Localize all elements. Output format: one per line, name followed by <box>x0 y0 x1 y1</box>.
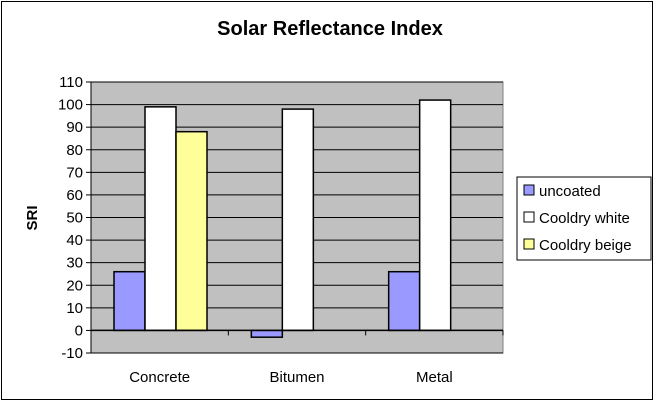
x-category-label: Concrete <box>129 369 190 386</box>
y-tick-label: 100 <box>58 97 83 114</box>
bar-cooldry-white-bitumen <box>281 108 315 332</box>
legend-swatch <box>523 211 535 223</box>
bar-uncoated-concrete <box>113 270 146 332</box>
legend-box <box>516 176 652 261</box>
y-tick-label: 0 <box>75 322 83 339</box>
legend-label: Cooldry beige <box>539 237 632 254</box>
bar-cooldry-white-concrete <box>144 106 177 332</box>
x-category-label: Metal <box>416 369 453 386</box>
bar-uncoated-bitumen <box>250 329 284 338</box>
y-tick-label: 110 <box>59 74 83 91</box>
legend-swatch <box>523 238 535 250</box>
bar-cooldry-beige-concrete <box>175 130 208 332</box>
y-tick-label: 30 <box>66 255 83 272</box>
y-tick-label: 40 <box>66 232 83 249</box>
bar-cooldry-white-metal <box>418 99 452 332</box>
y-tick-label: 20 <box>66 277 83 294</box>
legend-swatch <box>523 184 535 196</box>
bars <box>113 99 452 338</box>
legend: uncoated Cooldry white Cooldry beige <box>516 176 652 261</box>
y-tick-label: 80 <box>66 142 83 159</box>
y-tick-label: 50 <box>66 210 83 227</box>
y-tick-label: -10 <box>61 345 83 362</box>
y-tick-label: 70 <box>66 164 83 181</box>
bar-uncoated-metal <box>387 270 421 332</box>
y-axis-label: SRI <box>24 205 41 230</box>
x-category-label: Bitumen <box>269 369 324 386</box>
legend-label: Cooldry white <box>539 210 630 227</box>
y-tick-label: 10 <box>66 300 83 317</box>
axes: -10 0 10 20 30 40 50 60 70 80 90 100 110 Concrete Bitu… <box>58 74 504 386</box>
chart-title: Solar Reflectance Index <box>217 18 443 40</box>
legend-label: uncoated <box>539 183 601 200</box>
y-tick-label: 90 <box>66 119 83 136</box>
y-tick-label: 60 <box>66 187 83 204</box>
